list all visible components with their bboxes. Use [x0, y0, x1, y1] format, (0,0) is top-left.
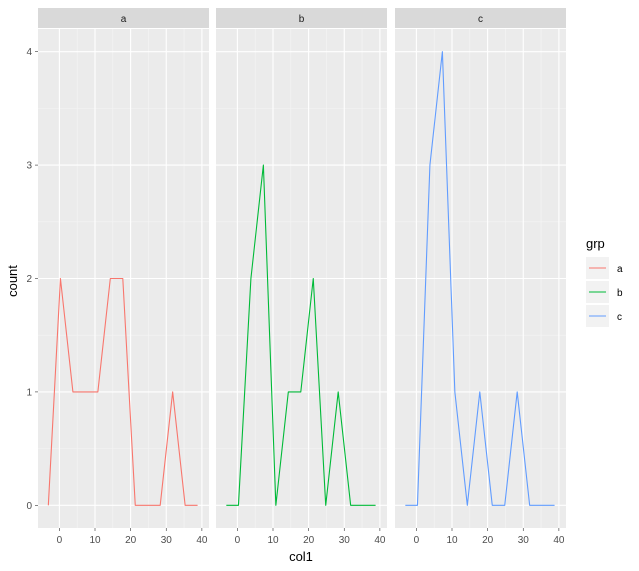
x-tick-label: 10: [267, 535, 279, 546]
facet-strip: [216, 8, 387, 28]
panel-b: b: [216, 8, 387, 528]
x-tick-label: 40: [374, 535, 386, 546]
x-tick-label: 20: [125, 535, 137, 546]
x-tick-label: 40: [196, 535, 208, 546]
series-line-c: [405, 51, 555, 506]
x-tick-label: 20: [482, 535, 494, 546]
x-tick-label: 0: [235, 535, 241, 546]
facet-strip-label: c: [478, 14, 483, 25]
series-line-a: [47, 277, 198, 506]
y-axis: 0 1 2 3 4: [26, 47, 38, 512]
y-tick-label: 0: [26, 501, 32, 512]
legend: grp a b c: [586, 236, 623, 327]
y-tick-label: 4: [26, 47, 32, 58]
panel-c: c: [395, 8, 566, 528]
x-tick-label: 10: [446, 535, 458, 546]
x-axis: 0 10 20 30 40 0 10 20 30 40 0 10 20 30 40: [57, 528, 565, 546]
facet-strip: [38, 8, 209, 28]
y-tick-label: 2: [26, 274, 32, 285]
y-axis-title: count: [5, 265, 20, 297]
legend-label-b: b: [617, 288, 623, 299]
panel-a: a: [38, 8, 209, 528]
x-tick-label: 30: [339, 535, 351, 546]
x-tick-label: 30: [161, 535, 173, 546]
facet-strip: [395, 8, 566, 28]
x-tick-label: 30: [518, 535, 530, 546]
x-tick-label: 0: [57, 535, 63, 546]
facet-strip-label: a: [121, 14, 127, 25]
x-tick-label: 10: [89, 535, 101, 546]
panels: a b c: [38, 8, 566, 528]
legend-label-a: a: [617, 264, 623, 275]
x-tick-label: 40: [553, 535, 565, 546]
x-tick-label: 0: [414, 535, 420, 546]
x-tick-label: 20: [303, 535, 315, 546]
series-line-b: [226, 164, 376, 506]
y-tick-label: 1: [26, 387, 32, 398]
legend-label-c: c: [617, 312, 622, 323]
legend-title: grp: [586, 236, 605, 251]
y-tick-label: 3: [26, 161, 32, 172]
facet-strip-label: b: [299, 14, 305, 25]
x-axis-title: col1: [289, 549, 313, 564]
